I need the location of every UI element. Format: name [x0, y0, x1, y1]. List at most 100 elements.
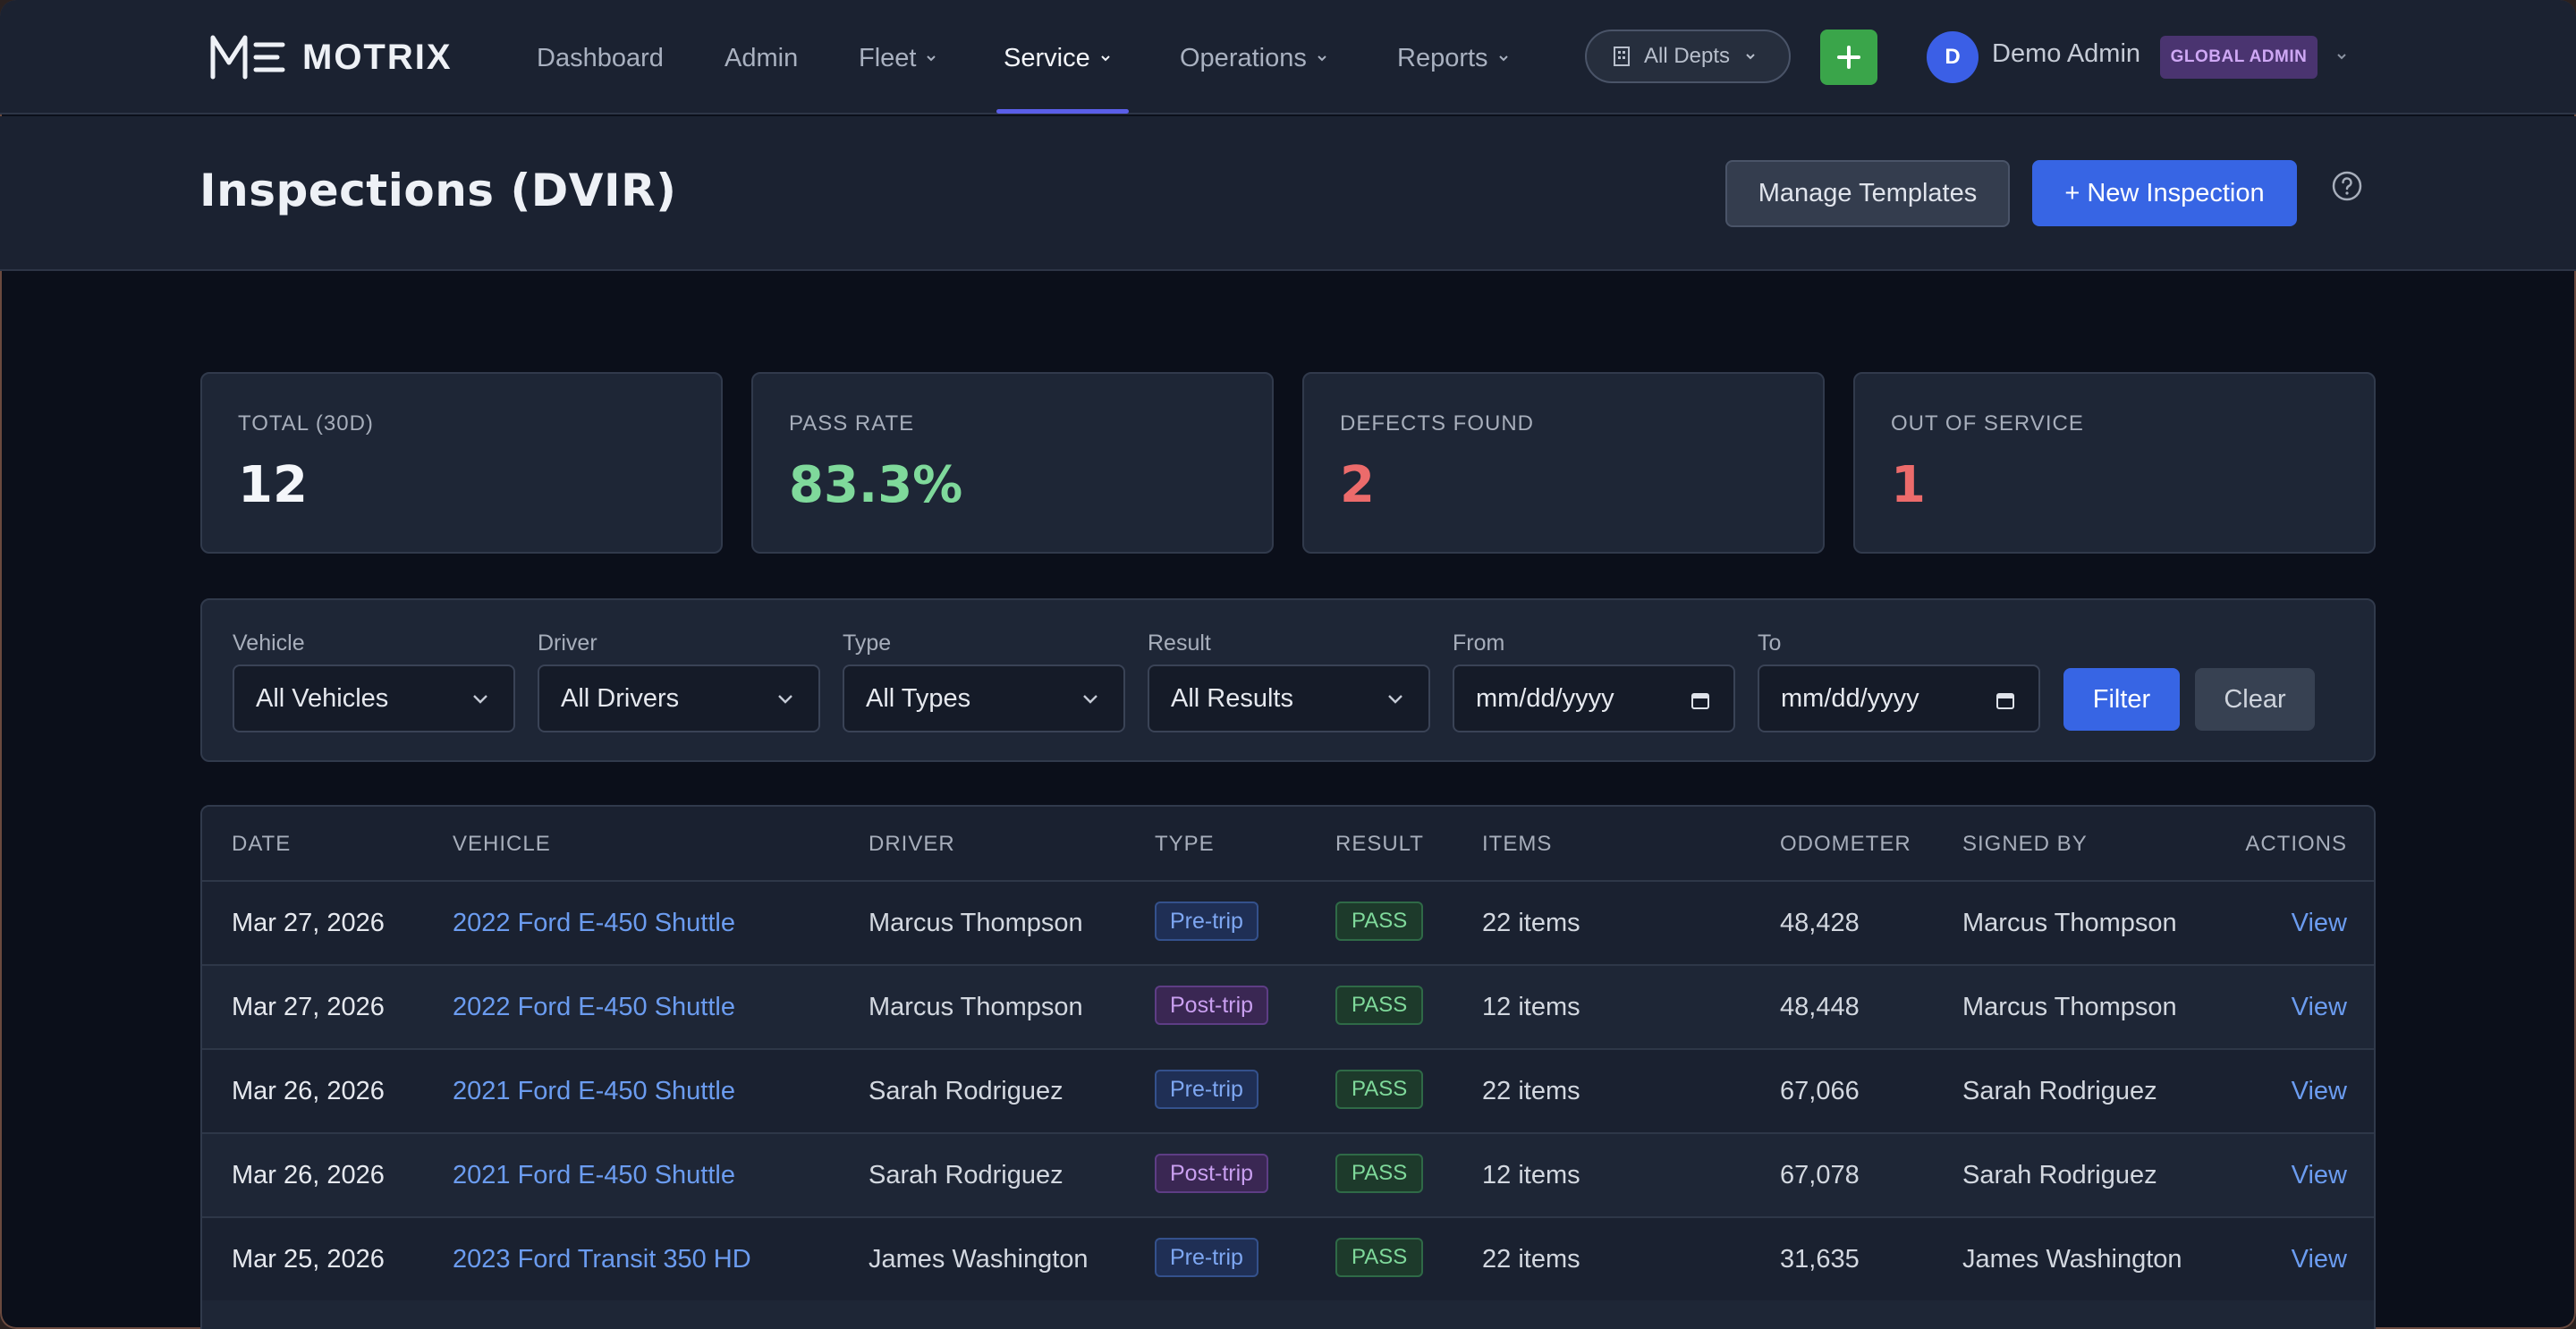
- select-value: All Types: [866, 683, 971, 713]
- table-row[interactable]: Mar 26, 2026 2021 Ford E-450 Shuttle Sarah…: [202, 1048, 2374, 1132]
- view-link[interactable]: View: [2291, 1245, 2347, 1274]
- cell-odometer: 67,078: [1780, 1161, 1860, 1189]
- stat-label: OUT OF SERVICE: [1891, 411, 2084, 436]
- inspections-table: DATE VEHICLE DRIVER TYPE RESULT ITEMS OD…: [200, 805, 2376, 1329]
- motrix-logo-icon: [210, 35, 285, 80]
- stat-card-pass-rate: PASS RATE 83.3%: [751, 372, 1274, 554]
- nav-dashboard[interactable]: Dashboard: [537, 36, 664, 80]
- stat-card-out-of-service: OUT OF SERVICE 1: [1853, 372, 2376, 554]
- cell-odometer: 48,448: [1780, 993, 1860, 1021]
- table-row[interactable]: Mar 26, 2026 2021 Ford E-450 Shuttle Sarah…: [202, 1132, 2374, 1216]
- department-value: All Depts: [1644, 44, 1731, 68]
- clear-button[interactable]: Clear: [2195, 668, 2315, 731]
- to-date-input[interactable]: mm/dd/yyyy: [1758, 664, 2040, 732]
- chevron-down-icon: [1498, 55, 1508, 62]
- result-badge: PASS: [1335, 1154, 1424, 1193]
- cell-signed-by: Marcus Thompson: [1962, 993, 2177, 1021]
- cell-items: 22 items: [1482, 1077, 1580, 1105]
- column-header-items[interactable]: ITEMS: [1482, 832, 1553, 856]
- column-header-driver[interactable]: DRIVER: [869, 832, 955, 856]
- column-header-vehicle[interactable]: VEHICLE: [453, 832, 551, 856]
- stat-label: PASS RATE: [789, 411, 915, 436]
- cell-items: 12 items: [1482, 993, 1580, 1021]
- chevron-down-icon: [473, 695, 487, 704]
- column-header-odometer[interactable]: ODOMETER: [1780, 832, 1911, 856]
- column-header-type[interactable]: TYPE: [1155, 832, 1215, 856]
- stat-card-defects: DEFECTS FOUND 2: [1302, 372, 1825, 554]
- quick-add-button[interactable]: [1820, 30, 1877, 85]
- type-badge: Post-trip: [1155, 1154, 1269, 1193]
- nav-admin[interactable]: Admin: [724, 36, 798, 80]
- active-nav-indicator: [996, 109, 1129, 114]
- stat-label: TOTAL (30D): [238, 411, 374, 436]
- table-row[interactable]: Mar 27, 2026 2022 Ford E-450 Shuttle Marcu…: [202, 880, 2374, 964]
- chevron-down-icon: [778, 695, 792, 704]
- logo[interactable]: MOTRIX: [209, 32, 453, 82]
- cell-items: 22 items: [1482, 1245, 1580, 1274]
- stat-value: 2: [1340, 456, 1375, 514]
- role-badge: GLOBAL ADMIN: [2160, 36, 2318, 79]
- department-selector[interactable]: All Depts: [1585, 30, 1791, 83]
- type-filter-label: Type: [843, 631, 892, 656]
- vehicle-link[interactable]: 2023 Ford Transit 350 HD: [453, 1245, 751, 1274]
- nav-label: Service: [1004, 43, 1090, 72]
- cell-items: 12 items: [1482, 1161, 1580, 1189]
- page-header: Inspections (DVIR) Manage Templates + Ne…: [0, 116, 2576, 271]
- select-value: All Results: [1171, 683, 1293, 713]
- manage-templates-button[interactable]: Manage Templates: [1725, 160, 2010, 227]
- nav-service[interactable]: Service: [1004, 36, 1112, 80]
- vehicle-link[interactable]: 2021 Ford E-450 Shuttle: [453, 1077, 735, 1105]
- filter-bar: Vehicle All Vehicles Driver All Drivers …: [200, 598, 2376, 762]
- nav-fleet[interactable]: Fleet: [859, 36, 937, 80]
- to-date-label: To: [1758, 631, 1782, 656]
- view-link[interactable]: View: [2291, 909, 2347, 937]
- nav-reports[interactable]: Reports: [1397, 36, 1510, 80]
- result-select[interactable]: All Results: [1148, 664, 1430, 732]
- type-badge: Pre-trip: [1155, 1070, 1258, 1109]
- view-link[interactable]: View: [2291, 1161, 2347, 1189]
- building-icon: [1614, 47, 1630, 66]
- top-navbar: MOTRIX Dashboard Admin Fleet Service Ope…: [0, 0, 2576, 114]
- stat-value: 83.3%: [789, 456, 963, 514]
- calendar-icon[interactable]: [1996, 690, 2015, 710]
- view-link[interactable]: View: [2291, 993, 2347, 1021]
- type-select[interactable]: All Types: [843, 664, 1125, 732]
- column-header-result[interactable]: RESULT: [1335, 832, 1424, 856]
- vehicle-link[interactable]: 2022 Ford E-450 Shuttle: [453, 909, 735, 937]
- cell-date: Mar 26, 2026: [232, 1077, 385, 1105]
- type-badge: Pre-trip: [1155, 1238, 1258, 1277]
- chevron-down-icon: [1100, 55, 1110, 62]
- avatar[interactable]: D: [1927, 31, 1979, 83]
- help-icon[interactable]: [2331, 170, 2363, 202]
- stat-label: DEFECTS FOUND: [1340, 411, 1534, 436]
- chevron-down-icon: [1746, 54, 1755, 60]
- cell-signed-by: Marcus Thompson: [1962, 909, 2177, 937]
- table-row[interactable]: Mar 25, 2026 2023 Ford Transit 350 HD Jame…: [202, 1216, 2374, 1300]
- driver-select[interactable]: All Drivers: [538, 664, 820, 732]
- user-name[interactable]: Demo Admin: [1992, 39, 2141, 68]
- result-badge: PASS: [1335, 1238, 1424, 1277]
- select-value: All Drivers: [561, 683, 680, 713]
- type-badge: Post-trip: [1155, 986, 1269, 1025]
- cell-odometer: 67,066: [1780, 1077, 1860, 1105]
- from-date-input[interactable]: mm/dd/yyyy: [1453, 664, 1735, 732]
- vehicle-link[interactable]: 2021 Ford E-450 Shuttle: [453, 1161, 735, 1189]
- chevron-down-icon[interactable]: [2335, 50, 2348, 63]
- app-name: MOTRIX: [302, 37, 453, 77]
- calendar-icon[interactable]: [1690, 690, 1710, 710]
- table-row[interactable]: Mar 27, 2026 2022 Ford E-450 Shuttle Marcu…: [202, 964, 2374, 1048]
- column-header-date[interactable]: DATE: [232, 832, 292, 856]
- cell-driver: Sarah Rodriguez: [869, 1077, 1063, 1105]
- nav-label: Dashboard: [537, 43, 664, 72]
- nav-operations[interactable]: Operations: [1180, 36, 1328, 80]
- vehicle-link[interactable]: 2022 Ford E-450 Shuttle: [453, 993, 735, 1021]
- column-header-signed-by[interactable]: SIGNED BY: [1962, 832, 2088, 856]
- filter-button[interactable]: Filter: [2063, 668, 2180, 731]
- page-title: Inspections (DVIR): [199, 165, 677, 216]
- cell-driver: Marcus Thompson: [869, 993, 1083, 1021]
- cell-odometer: 48,428: [1780, 909, 1860, 937]
- new-inspection-button[interactable]: + New Inspection: [2032, 160, 2297, 226]
- view-link[interactable]: View: [2291, 1077, 2347, 1105]
- vehicle-select[interactable]: All Vehicles: [233, 664, 515, 732]
- cell-driver: James Washington: [869, 1245, 1089, 1274]
